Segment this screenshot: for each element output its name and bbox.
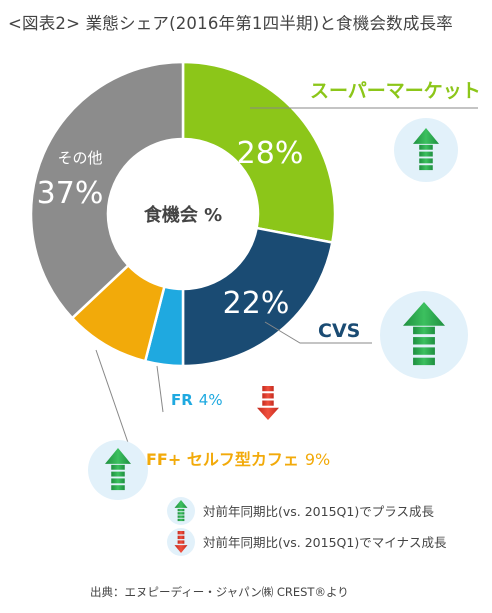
pie-slice-slice-4 <box>29 60 185 320</box>
slice-name-other: その他 <box>57 149 102 167</box>
legend-text-up: 対前年同期比(vs. 2015Q1)でプラス成長 <box>203 504 434 519</box>
pie-slice-cvs <box>181 226 334 368</box>
green-up-arrow-icon-ff <box>105 448 131 491</box>
trend-badge-bg-slice-0 <box>394 118 458 182</box>
center-label: 食機会 % <box>143 204 222 226</box>
leader-line-fr <box>156 365 164 413</box>
green-up-arrow-icon-legend <box>174 500 188 522</box>
leader-line-cvs <box>264 321 372 344</box>
green-up-arrow-icon-cvs <box>403 302 445 366</box>
red-down-arrow-icon-fr <box>257 386 279 420</box>
red-down-arrow-icon-legend <box>174 531 188 553</box>
green-up-arrow-icon-slice-0 <box>413 128 439 171</box>
source-note: 出典：エヌピーディー・ジャパン㈱ CREST®より <box>90 585 349 599</box>
category-label-slice-0: スーパーマーケット <box>310 80 481 102</box>
pie-slice-slice-0 <box>181 60 337 244</box>
value-label-slice-0: 28% <box>237 136 304 171</box>
value-label-slice-4: 37% <box>37 176 104 211</box>
chart-title: <図表2> 業態シェア(2016年第1四半期)と食機会数成長率 <box>8 14 453 33</box>
value-label-cvs: 22% <box>223 286 290 321</box>
category-label-cvs: CVS <box>318 320 360 342</box>
trend-badge-bg-ff <box>88 440 148 500</box>
trend-badge-bg-cvs <box>380 291 468 379</box>
category-label-fr: FR 4% <box>171 391 223 409</box>
legend-text-down: 対前年同期比(vs. 2015Q1)でマイナス成長 <box>203 535 447 550</box>
category-label-ff: FF+ セルフ型カフェ 9% <box>146 450 330 469</box>
